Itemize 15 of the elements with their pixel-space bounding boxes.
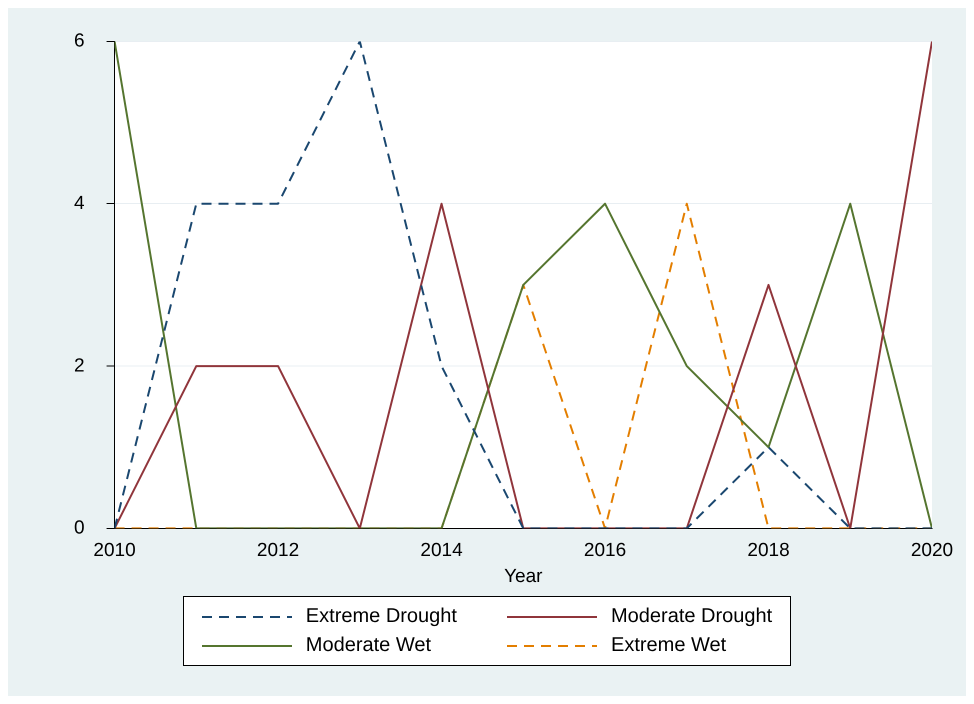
x-tick-label: 2018 bbox=[747, 540, 790, 562]
x-axis-title: Year bbox=[504, 566, 544, 587]
x-tick-label: 2014 bbox=[420, 540, 464, 562]
x-tick-label: 2016 bbox=[584, 540, 626, 562]
x-tick-label: 2012 bbox=[256, 540, 300, 562]
y-tick-label: 6 bbox=[74, 30, 85, 52]
x-tick-label: 2010 bbox=[93, 540, 136, 562]
legend-label: Moderate Drought bbox=[611, 605, 772, 628]
legend-label: Extreme Wet bbox=[611, 634, 726, 657]
legend-label: Moderate Wet bbox=[306, 634, 432, 657]
x-tick-label: 2020 bbox=[910, 540, 954, 562]
y-tick-label: 0 bbox=[74, 518, 85, 539]
y-tick-label: 4 bbox=[74, 192, 85, 214]
y-tick-label: 2 bbox=[74, 355, 85, 376]
legend-label: Extreme Drought bbox=[306, 605, 457, 628]
